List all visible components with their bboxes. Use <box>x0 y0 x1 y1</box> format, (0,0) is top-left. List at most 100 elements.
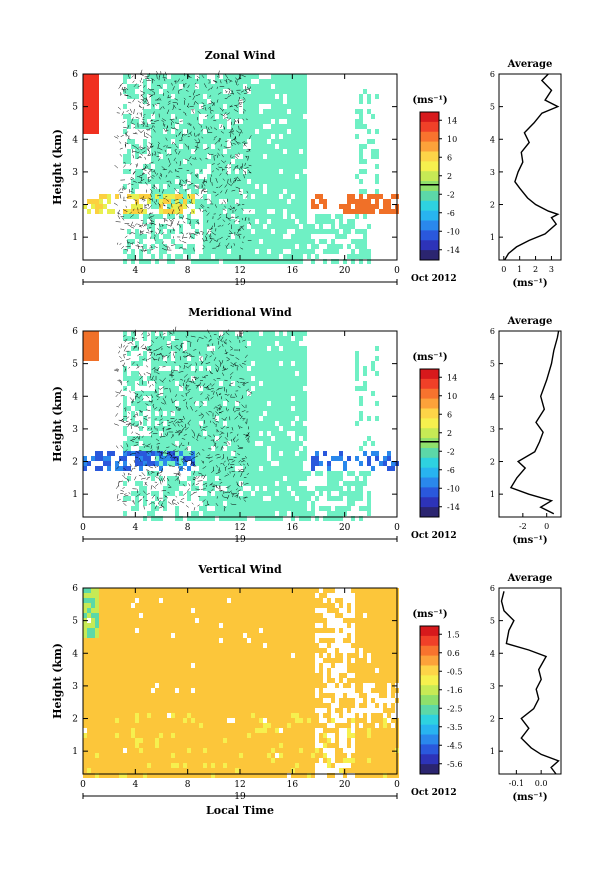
panel-title: Meridional Wind <box>188 306 292 319</box>
colorbar-tick-label: 10 <box>447 392 457 401</box>
colorbar-tick-label: 6 <box>447 410 452 419</box>
colorbar-swatch <box>420 675 439 686</box>
y-tick-label: 5 <box>72 617 78 627</box>
y-tick-label: 3 <box>72 168 78 178</box>
panel-title: Zonal Wind <box>205 49 276 62</box>
colorbar-tick-label: -14 <box>447 503 460 512</box>
colorbar-swatch <box>420 754 439 765</box>
colorbar-swatch <box>420 220 439 231</box>
x-axis: 0 4 8 12 16 20 0 <box>80 588 400 790</box>
colorbar-swatch <box>420 695 439 706</box>
colorbar-swatch <box>420 665 439 676</box>
average-x-label: (ms⁻¹) <box>512 535 547 546</box>
average-y-tick-label: 3 <box>490 682 495 691</box>
colorbar-swatch <box>420 744 439 755</box>
x-tick-label: 16 <box>287 266 299 276</box>
colorbar-tick-label: 14 <box>447 116 457 125</box>
average-y-tick-label: 1 <box>490 490 495 499</box>
colorbar: (ms⁻¹) 1.5 0.6 -0.5 -1.6 -2.5 -3.5 -4.5 -5.6 <box>412 609 462 775</box>
colorbar-swatch <box>420 369 439 380</box>
date-label: 19 <box>234 278 246 288</box>
colorbar-swatch <box>420 626 439 637</box>
y-tick-label: 2 <box>72 201 78 211</box>
average-y-tick-label: 6 <box>490 584 495 593</box>
colorbar-swatch <box>420 497 439 508</box>
colorbar-swatch <box>420 230 439 241</box>
average-y-tick-label: 2 <box>490 715 495 724</box>
average-profile: Average 1 2 3 4 5 6 -2 0 (ms⁻¹) <box>490 316 562 546</box>
y-tick-label: 1 <box>72 747 78 757</box>
panel-title: Vertical Wind <box>197 563 282 576</box>
y-tick-label: 4 <box>72 392 78 402</box>
colorbar-tick-label: -4.5 <box>447 741 462 750</box>
date-label: 19 <box>234 792 246 802</box>
colorbar-unit: (ms⁻¹) <box>412 609 447 620</box>
x-tick-label: 0 <box>394 266 400 276</box>
colorbar-swatch <box>420 418 439 429</box>
colorbar-swatch <box>420 438 439 449</box>
colorbar-tick-label: -2 <box>447 447 455 456</box>
colorbar-swatch <box>420 190 439 202</box>
colorbar-swatch <box>420 507 439 518</box>
y-tick-label: 2 <box>72 458 78 468</box>
colorbar-swatch <box>420 714 439 726</box>
average-line <box>503 73 560 261</box>
average-x-label: (ms⁻¹) <box>512 792 547 803</box>
colorbar-tick-label: -3.5 <box>447 723 462 732</box>
colorbar-swatch <box>420 447 439 459</box>
average-title: Average <box>507 59 553 70</box>
y-tick-label: 3 <box>72 682 78 692</box>
average-x-tick-label: 3 <box>549 265 554 274</box>
y-tick-label: 3 <box>72 425 78 435</box>
colorbar-tick-label: -5.6 <box>447 760 462 769</box>
colorbar-swatch <box>420 141 439 152</box>
colorbar-unit: (ms⁻¹) <box>412 95 447 106</box>
y-axis: 1 2 3 4 5 6 <box>72 584 397 757</box>
average-x-tick-label: 0.0 <box>535 779 548 788</box>
average-title: Average <box>507 573 553 584</box>
average-y-tick-label: 1 <box>490 747 495 756</box>
average-x-tick-label: -2 <box>519 522 527 531</box>
average-x-tick-label: -0.1 <box>509 779 524 788</box>
y-axis-label: Height (km) <box>51 386 64 462</box>
data-field <box>83 588 399 778</box>
colorbar-swatch <box>420 645 439 657</box>
colorbar-swatch <box>420 734 439 745</box>
colorbar-swatch <box>420 428 439 439</box>
x-axis: 0 4 8 12 16 20 0 <box>80 331 400 533</box>
colorbar-swatch <box>420 161 439 172</box>
y-tick-label: 6 <box>72 584 78 594</box>
average-y-tick-label: 4 <box>490 135 495 144</box>
colorbar-swatch <box>420 151 439 162</box>
y-tick-label: 2 <box>72 715 78 725</box>
x-tick-label: 8 <box>185 523 191 533</box>
colorbar-swatch <box>420 398 439 409</box>
month-year-label: Oct 2012 <box>411 531 457 541</box>
average-y-tick-label: 3 <box>490 168 495 177</box>
average-y-tick-label: 6 <box>490 70 495 79</box>
colorbar-frame <box>419 111 440 261</box>
colorbar-swatch <box>420 250 439 261</box>
average-y-tick-label: 5 <box>490 360 495 369</box>
colorbar-tick-label: -2.5 <box>447 704 462 713</box>
colorbar-unit: (ms⁻¹) <box>412 352 447 363</box>
y-tick-label: 1 <box>72 490 78 500</box>
x-tick-label: 8 <box>185 266 191 276</box>
vector-marks <box>113 326 253 512</box>
colorbar-tick-label: -0.5 <box>447 667 462 676</box>
y-tick-label: 4 <box>72 649 78 659</box>
x-tick-label: 0 <box>80 523 86 533</box>
x-tick-label: 4 <box>132 780 138 790</box>
month-year-label: Oct 2012 <box>411 788 457 798</box>
y-axis: 1 2 3 4 5 6 <box>72 70 397 243</box>
colorbar-tick-label: -2 <box>447 190 455 199</box>
colorbar-tick-label: 2 <box>447 429 452 438</box>
colorbar-swatch <box>420 685 439 696</box>
colorbar-tick-label: 1.5 <box>447 630 460 639</box>
y-tick-label: 1 <box>72 233 78 243</box>
average-y-tick-label: 1 <box>490 233 495 242</box>
panel-1: Meridional Wind 1 2 3 4 5 6 Height (km) 0 4 8 12 16 2… <box>51 306 562 546</box>
colorbar-swatch <box>420 477 439 488</box>
